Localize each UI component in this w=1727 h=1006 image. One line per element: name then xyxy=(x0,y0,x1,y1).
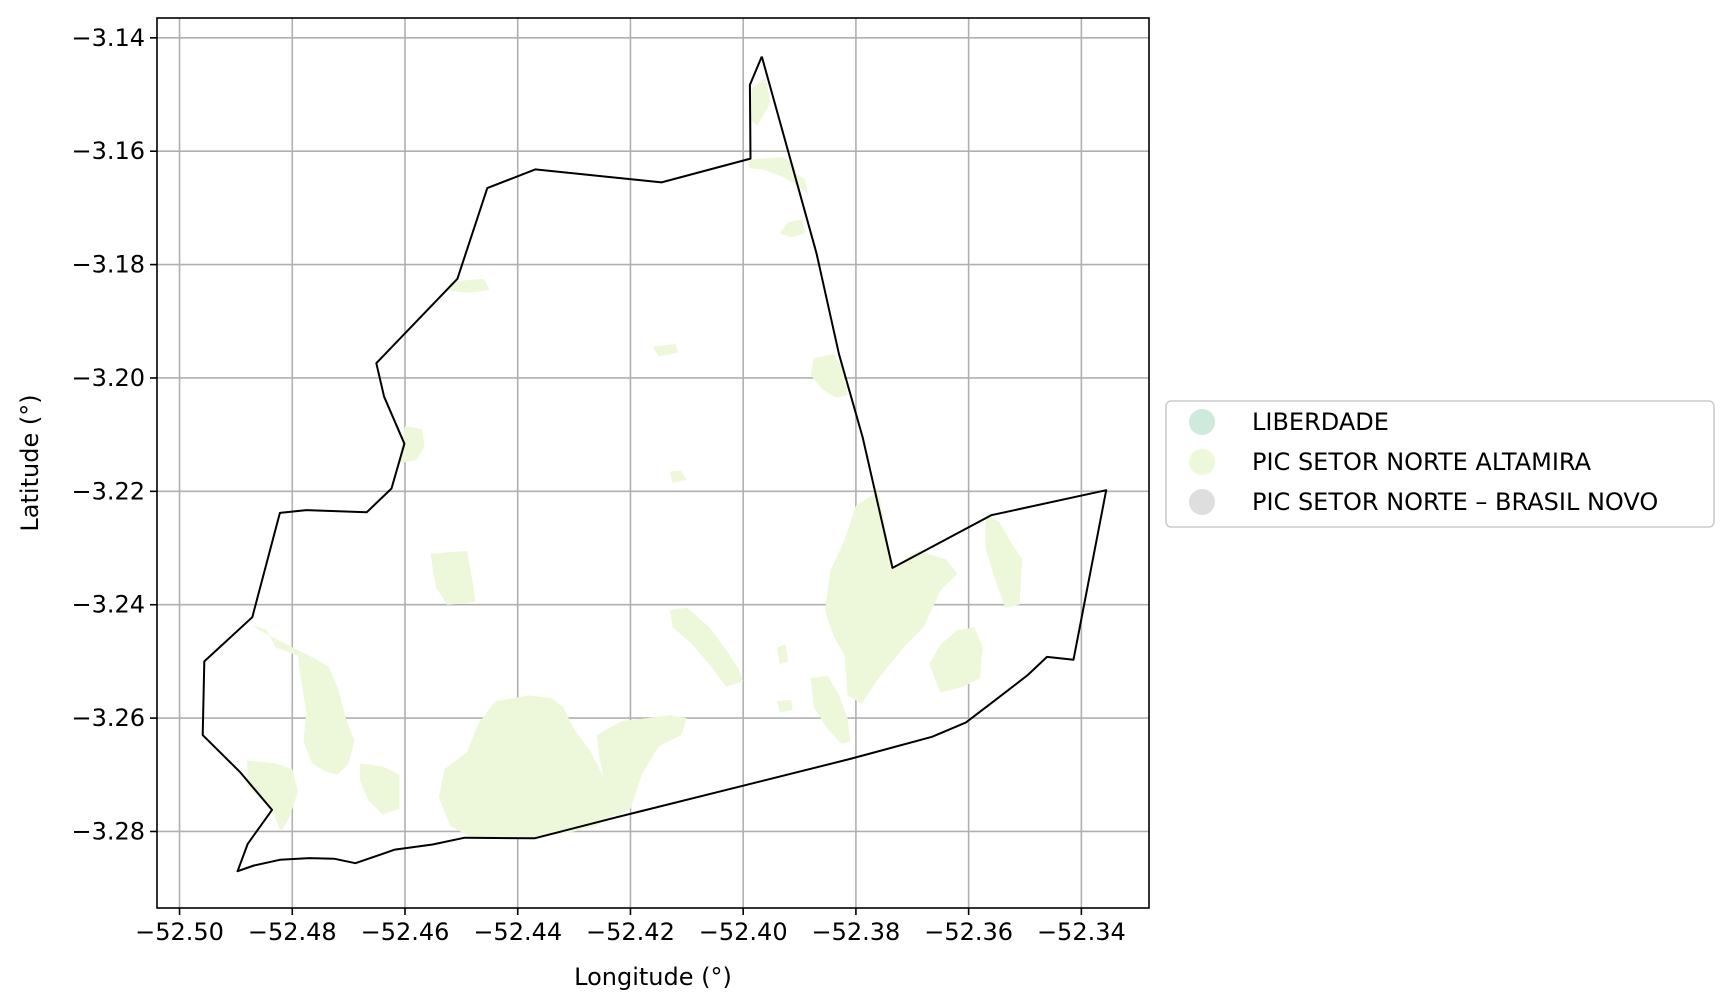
legend: LIBERDADE PIC SETOR NORTE ALTAMIRA PIC SET… xyxy=(1165,400,1715,528)
x-tick-label: −52.42 xyxy=(586,918,675,946)
land-polygon xyxy=(777,700,793,713)
land-polygon xyxy=(669,470,687,483)
x-tick-label: −52.34 xyxy=(1037,918,1126,946)
legend-marker xyxy=(1189,489,1215,515)
legend-marker xyxy=(1189,409,1215,435)
land-polygon xyxy=(252,624,355,775)
land-polygon xyxy=(596,715,687,818)
y-tick-label: −3.16 xyxy=(71,137,145,165)
land-polygon xyxy=(810,675,851,744)
x-axis-title: Longitude (°) xyxy=(574,963,732,991)
x-tick-label: −52.38 xyxy=(811,918,900,946)
land-polygon xyxy=(653,344,679,357)
legend-label: PIC SETOR NORTE – BRASIL NOVO xyxy=(1252,488,1658,516)
y-tick-label: −3.24 xyxy=(71,591,145,619)
land-polygon xyxy=(430,550,476,605)
y-tick-label: −3.26 xyxy=(71,704,145,732)
land-polygon xyxy=(777,644,789,665)
legend-box xyxy=(1165,400,1715,528)
x-tick-label: −52.40 xyxy=(699,918,788,946)
y-tick-label: −3.20 xyxy=(71,364,145,392)
y-tick-label: −3.18 xyxy=(71,251,145,279)
boundary-outline xyxy=(201,56,1108,873)
x-tick-label: −52.48 xyxy=(248,918,337,946)
x-tick-label: −52.36 xyxy=(924,918,1013,946)
x-tick-label: −52.46 xyxy=(361,918,450,946)
land-polygon xyxy=(779,219,806,238)
y-tick-label: −3.22 xyxy=(71,477,145,505)
land-polygon xyxy=(749,77,771,126)
land-polygon xyxy=(399,426,425,463)
plot-frame xyxy=(156,17,1150,909)
legend-marker xyxy=(1189,449,1215,475)
x-tick-label: −52.44 xyxy=(473,918,562,946)
land-polygon xyxy=(447,278,490,293)
y-axis-title: Latitude (°) xyxy=(16,394,44,531)
legend-label: PIC SETOR NORTE ALTAMIRA xyxy=(1252,448,1592,476)
land-polygon xyxy=(438,695,625,839)
land-polygons xyxy=(247,77,1023,839)
land-polygon xyxy=(929,627,983,693)
x-axis: −52.50 −52.48 −52.46 −52.44 −52.42 −52.40 −52.… xyxy=(135,908,1126,946)
legend-label: LIBERDADE xyxy=(1252,408,1389,436)
grid-lines xyxy=(157,18,1149,908)
land-polygon xyxy=(985,514,1023,608)
land-polygon xyxy=(824,491,958,704)
boundary-layer xyxy=(201,56,1108,873)
x-tick-label: −52.50 xyxy=(135,918,224,946)
y-tick-label: −3.28 xyxy=(71,817,145,845)
y-tick-label: −3.14 xyxy=(71,24,145,52)
land-polygon xyxy=(359,763,400,815)
y-axis: −3.14 −3.16 −3.18 −3.20 −3.22 −3.24 −3.26 −3.28 xyxy=(71,24,157,845)
land-polygon xyxy=(810,354,848,398)
land-polygon xyxy=(247,760,298,832)
land-polygon xyxy=(669,607,744,687)
